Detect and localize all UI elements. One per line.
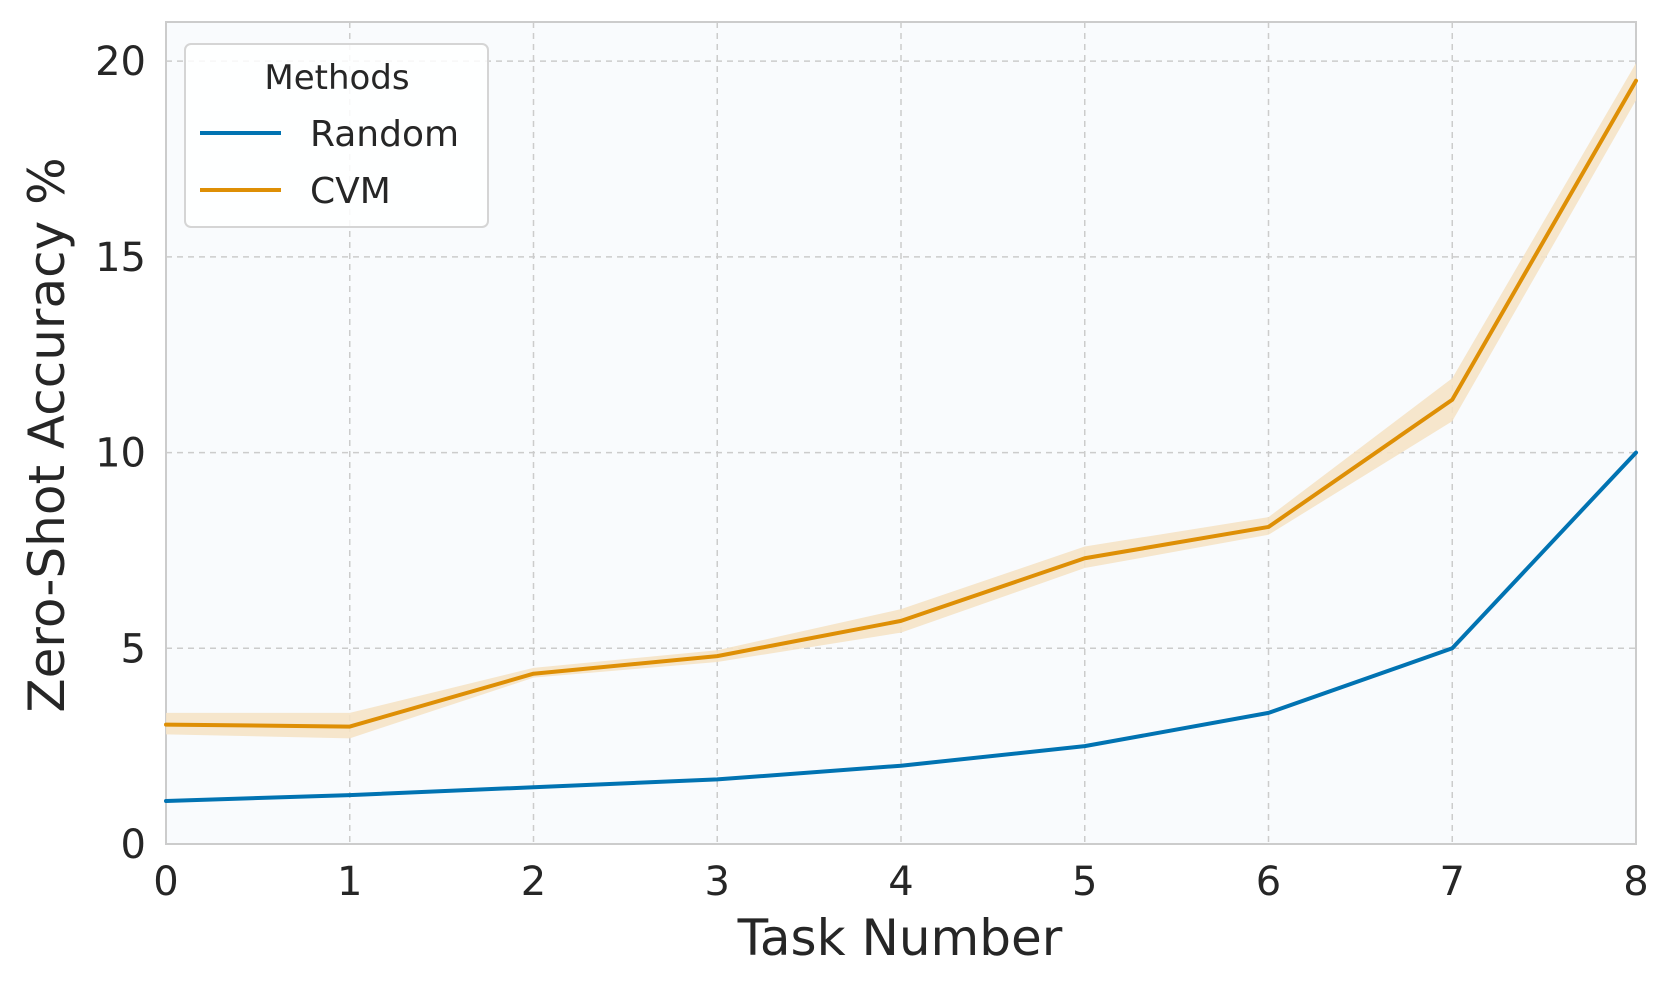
x-axis-ticks: 0 1 2 3 4 5 6 7 8 — [153, 859, 1648, 905]
x-tick-label: 3 — [705, 859, 730, 905]
x-tick-label: 6 — [1256, 859, 1281, 905]
x-tick-label: 2 — [521, 859, 546, 905]
y-tick-label: 0 — [121, 822, 146, 868]
y-tick-label: 20 — [95, 39, 146, 85]
series-lines — [164, 78, 1638, 803]
legend-title: Methods — [264, 58, 409, 98]
legend-label-random: Random — [310, 114, 459, 155]
x-tick-label: 1 — [337, 859, 362, 905]
x-tick-label: 4 — [888, 859, 913, 905]
y-axis-ticks: 0 5 10 15 20 — [95, 39, 146, 868]
legend-label-cvm: CVM — [310, 171, 391, 212]
legend: Methods Random CVM — [184, 43, 489, 228]
y-axis-label: Zero-Shot Accuracy % — [18, 157, 76, 712]
x-tick-label: 8 — [1623, 859, 1648, 905]
x-tick-label: 5 — [1072, 859, 1097, 905]
x-tick-label: 0 — [153, 859, 178, 905]
y-tick-label: 10 — [95, 431, 146, 477]
x-axis-label: Task Number — [737, 909, 1063, 967]
y-tick-label: 5 — [121, 626, 146, 672]
y-tick-label: 15 — [95, 235, 146, 281]
x-tick-label: 7 — [1440, 859, 1465, 905]
legend-box — [184, 43, 489, 228]
